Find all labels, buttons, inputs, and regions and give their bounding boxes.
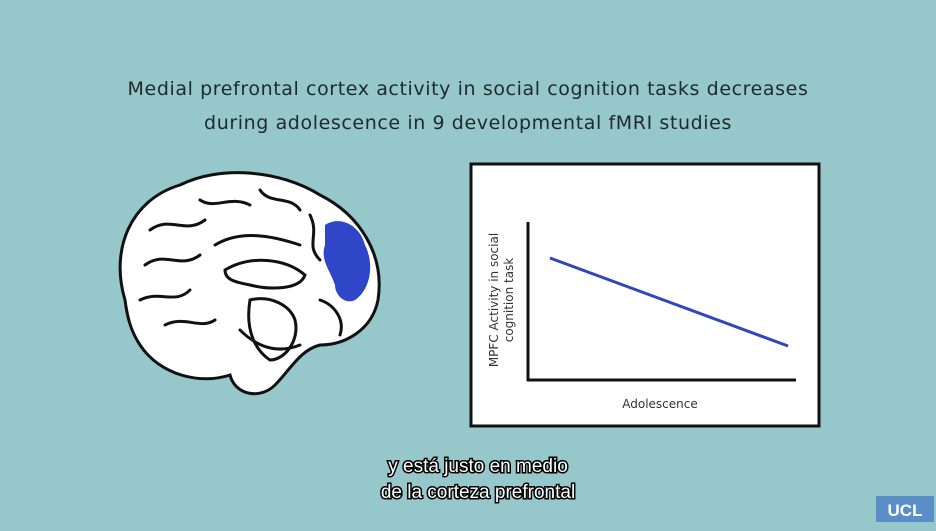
mpfc-highlight xyxy=(323,221,371,302)
title-line: Medial prefrontal cortex activity in soc… xyxy=(128,78,809,100)
logo-box xyxy=(876,496,934,522)
subtitle-line: de la corteza prefrontal xyxy=(381,482,575,503)
y-axis-label: MPFC Activity in social xyxy=(487,233,501,367)
x-axis-label: Adolescence xyxy=(622,397,698,411)
title-line: during adolescence in 9 developmental fM… xyxy=(204,112,732,134)
y-axis-label: cognition task xyxy=(502,258,516,343)
trend-line xyxy=(549,256,789,348)
subtitle-line: y está justo en medio xyxy=(388,456,568,477)
graph-frame xyxy=(469,162,821,428)
logo: UCL xyxy=(888,501,923,520)
brain-illustration xyxy=(118,171,381,396)
